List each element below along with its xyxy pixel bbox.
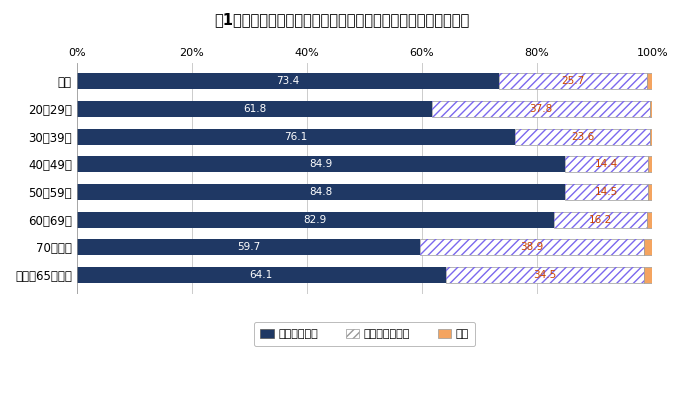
Legend: 加入している, 加入していない, 不詳: 加入している, 加入していない, 不詳 [253, 322, 475, 346]
Text: 82.9: 82.9 [304, 215, 327, 225]
Bar [565, 184, 648, 200]
Bar [432, 101, 650, 117]
Text: 38.9: 38.9 [520, 242, 544, 252]
Bar [515, 129, 650, 145]
Bar [76, 184, 565, 200]
Bar [445, 267, 644, 283]
Bar [499, 73, 647, 89]
Text: 23.6: 23.6 [571, 132, 594, 142]
Bar [648, 184, 652, 200]
Bar [566, 156, 648, 172]
Bar [554, 212, 647, 228]
Text: 73.4: 73.4 [277, 76, 300, 86]
Bar [515, 129, 650, 145]
Text: 59.7: 59.7 [237, 242, 260, 252]
Text: 37.8: 37.8 [529, 104, 553, 114]
Text: 61.8: 61.8 [243, 104, 266, 114]
Text: 14.4: 14.4 [595, 159, 618, 169]
Bar [76, 240, 420, 256]
Bar [554, 212, 647, 228]
Text: 25.7: 25.7 [561, 76, 585, 86]
Bar [647, 212, 652, 228]
Bar [420, 240, 644, 256]
Bar [432, 101, 650, 117]
Bar [644, 240, 652, 256]
Text: 76.1: 76.1 [284, 132, 307, 142]
Bar [76, 101, 432, 117]
Bar [650, 101, 652, 117]
Bar [499, 73, 647, 89]
Text: 図1　年齢階級別にみた民間の医療保险や介護保险への加入状況: 図1 年齢階級別にみた民間の医療保险や介護保险への加入状況 [214, 12, 469, 27]
Bar [445, 267, 644, 283]
Text: 34.5: 34.5 [533, 270, 557, 280]
Text: 84.9: 84.9 [309, 159, 333, 169]
Bar [76, 212, 554, 228]
Bar [650, 129, 652, 145]
Text: 14.5: 14.5 [595, 187, 618, 197]
Text: 84.8: 84.8 [309, 187, 333, 197]
Bar [565, 184, 648, 200]
Bar [644, 267, 652, 283]
Bar [76, 129, 515, 145]
Bar [566, 156, 648, 172]
Bar [648, 156, 652, 172]
Bar [76, 267, 445, 283]
Text: 16.2: 16.2 [589, 215, 612, 225]
Bar [647, 73, 652, 89]
Bar [420, 240, 644, 256]
Bar [76, 156, 566, 172]
Text: 64.1: 64.1 [249, 270, 273, 280]
Bar [76, 73, 499, 89]
